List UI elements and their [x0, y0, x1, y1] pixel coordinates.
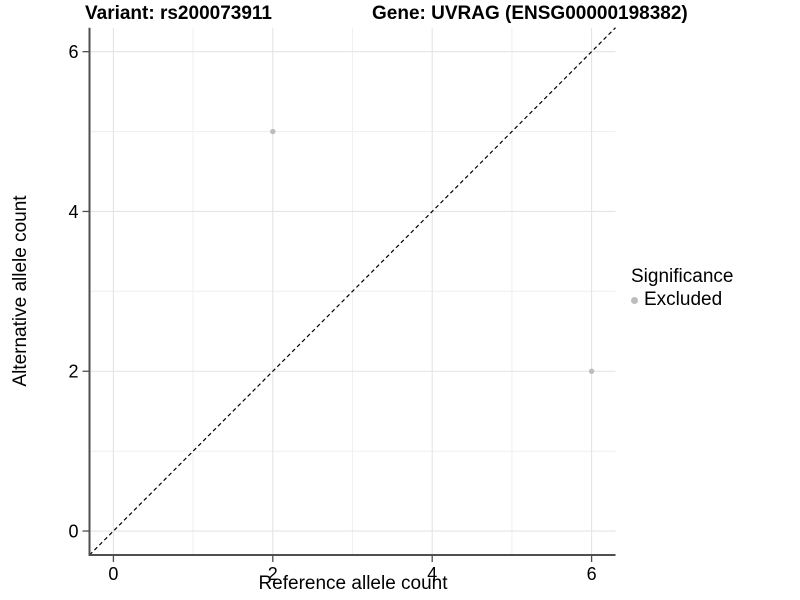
legend-title: Significance	[631, 266, 734, 287]
legend-point-icon	[631, 296, 638, 304]
x-tick-label: 2	[268, 564, 278, 584]
y-axis-title: Alternative allele count	[10, 195, 31, 387]
x-tick-label: 6	[587, 564, 597, 584]
x-axis-title: Reference allele count	[258, 573, 448, 594]
plot-title-variant: Variant: rs200073911	[85, 3, 272, 24]
legend-item-excluded: Excluded	[631, 289, 733, 311]
identity-dashed-line	[89, 27, 616, 556]
x-tick-label: 0	[108, 564, 118, 584]
data-point	[588, 368, 595, 374]
y-tick-label: 6	[68, 42, 78, 62]
legend: Significance Excluded	[631, 266, 733, 311]
x-tick-label: 4	[427, 564, 437, 584]
data-point	[270, 128, 276, 135]
y-tick-label: 0	[68, 522, 78, 542]
legend-item-label: Excluded	[644, 289, 723, 310]
plot-title-gene: Gene: UVRAG (ENSG00000198382)	[372, 3, 688, 24]
y-tick-label: 4	[68, 202, 78, 222]
y-tick-label: 2	[68, 362, 78, 382]
